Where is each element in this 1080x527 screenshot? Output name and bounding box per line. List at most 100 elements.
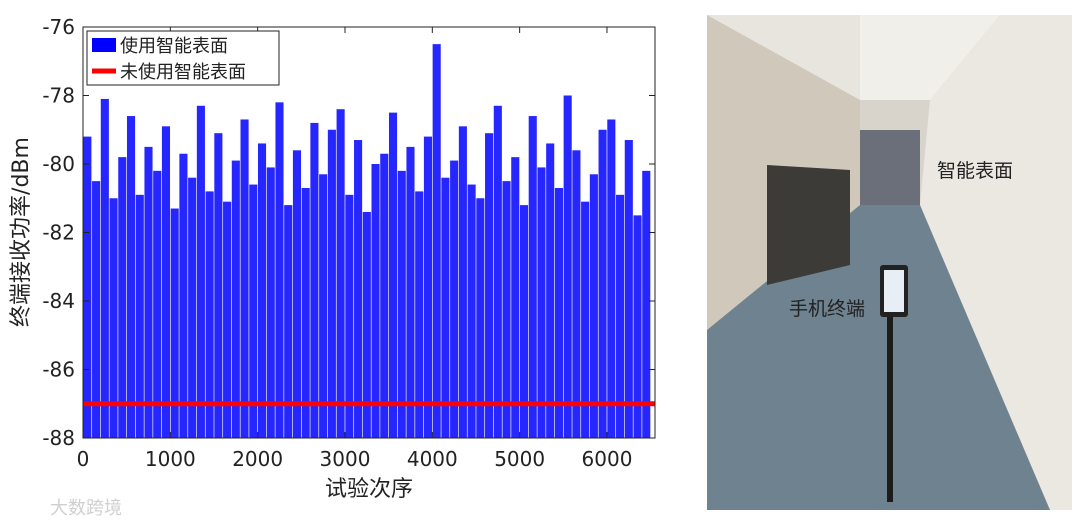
bar [223, 201, 232, 438]
ceiling [860, 15, 1000, 100]
bar [118, 157, 127, 438]
bar [528, 116, 537, 439]
bar [563, 95, 572, 438]
bar [546, 143, 555, 438]
legend-box [86, 30, 280, 86]
photo-label: 智能表面 [937, 160, 1013, 182]
bar [598, 129, 607, 438]
far-end [860, 130, 920, 205]
y-tick-label: -82 [42, 221, 75, 245]
bar [240, 119, 249, 438]
bar [205, 191, 214, 438]
bar [616, 194, 625, 438]
y-tick-label: -80 [42, 152, 75, 176]
bar [109, 198, 118, 438]
bar [493, 105, 502, 439]
bar [161, 126, 171, 438]
bar [554, 187, 563, 438]
bar [257, 143, 267, 438]
bar [397, 170, 406, 438]
photo: 智能表面 手机终端 [707, 15, 1072, 510]
x-axis-label: 试验次序 [325, 477, 413, 502]
carpet [707, 205, 1050, 510]
bar [144, 146, 153, 438]
legend-label: 使用智能表面 [120, 36, 228, 57]
x-tick-label: 3000 [320, 447, 371, 471]
bar [100, 98, 109, 439]
bar [170, 208, 179, 438]
bar [188, 177, 197, 438]
bar [83, 136, 92, 438]
bar [179, 153, 188, 438]
bar [327, 129, 336, 438]
y-tick-label: -76 [42, 15, 75, 39]
bar [511, 157, 520, 438]
bar [642, 170, 651, 438]
y-tick-label: -86 [42, 358, 75, 382]
bar [275, 102, 284, 438]
bar [441, 177, 450, 438]
bar [126, 116, 136, 439]
bar [214, 133, 223, 439]
bar [310, 122, 319, 439]
bar [581, 201, 590, 438]
bar [502, 181, 511, 438]
photo-label: 手机终端 [789, 298, 865, 320]
bar [231, 160, 240, 438]
bar [406, 146, 415, 438]
y-tick-label: -88 [42, 426, 75, 450]
bar [196, 105, 205, 439]
bar [354, 140, 363, 438]
bar [301, 187, 310, 438]
bar [432, 44, 441, 438]
bar [572, 150, 581, 439]
bar [607, 119, 616, 438]
y-tick-label: -78 [42, 84, 75, 108]
bar [380, 153, 389, 438]
bar [266, 167, 275, 439]
legend-label: 未使用智能表面 [120, 62, 246, 83]
bar [371, 164, 380, 438]
tripod [887, 317, 893, 502]
bar [362, 211, 371, 438]
y-tick-label: -84 [42, 289, 75, 313]
bar [624, 140, 633, 438]
watermark: 大数跨境 [50, 498, 122, 519]
cabinet [767, 165, 850, 285]
phone-screen [884, 270, 904, 312]
right-wall [920, 15, 1072, 510]
bar [292, 150, 302, 439]
bar [249, 184, 258, 438]
bar [589, 174, 598, 438]
y-axis-label: 终端接收功率/dBm [9, 137, 34, 327]
bar [485, 133, 494, 439]
bar [450, 160, 459, 438]
bar [423, 136, 432, 438]
x-tick-label: 4000 [407, 447, 458, 471]
plot-area [83, 27, 655, 439]
bar [135, 194, 144, 438]
bar [476, 198, 485, 438]
x-tick-label: 2000 [232, 447, 283, 471]
x-tick-label: 6000 [582, 447, 633, 471]
bar [388, 112, 398, 438]
x-tick-label: 5000 [494, 447, 545, 471]
bar [458, 126, 467, 438]
legend-swatch [92, 38, 116, 52]
bar [153, 170, 162, 438]
bar [537, 167, 546, 439]
x-tick-label: 0 [77, 447, 90, 471]
bar [467, 184, 476, 438]
bar [319, 174, 328, 438]
x-tick-label: 1000 [145, 447, 196, 471]
bar [336, 109, 345, 438]
bar [519, 205, 529, 438]
bar [345, 194, 354, 438]
bar [284, 205, 293, 438]
bar [92, 181, 101, 438]
bar [415, 191, 424, 438]
bar [633, 215, 642, 438]
